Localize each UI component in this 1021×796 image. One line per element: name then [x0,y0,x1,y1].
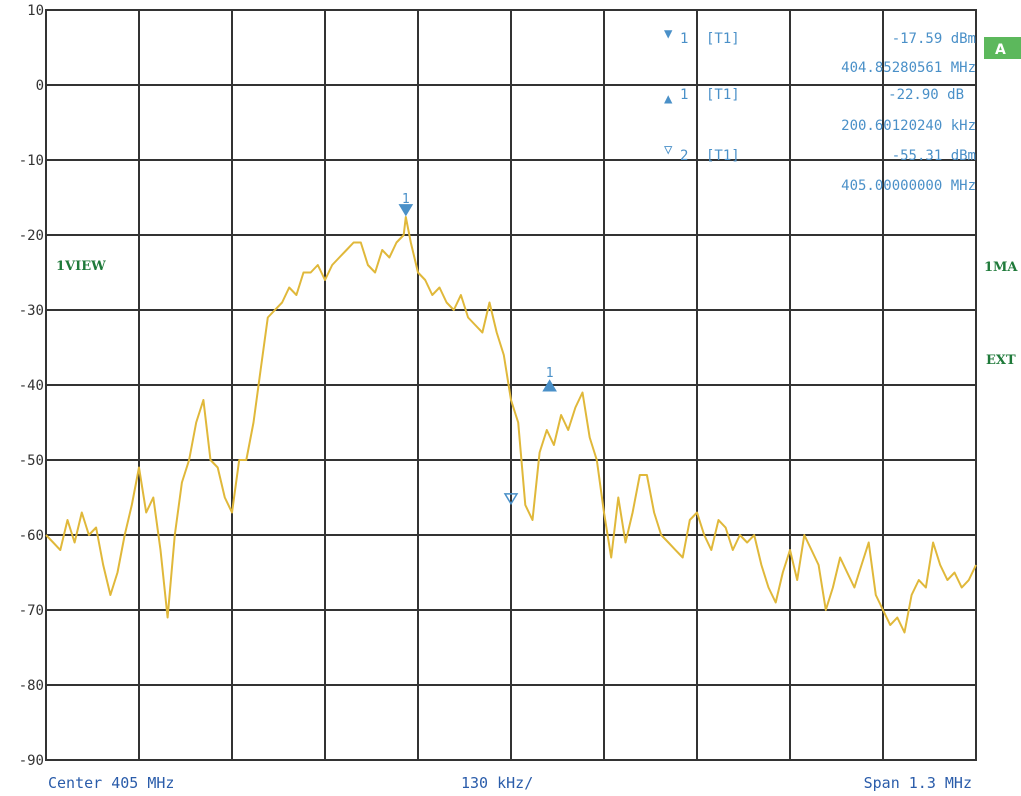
label-a: A [995,42,1006,58]
y-tick-label: -80 [19,678,44,694]
readout-2-freq: 200.60120240 kHz [841,118,976,134]
readout-1-value: -17.59 dBm [892,31,976,47]
label-ext: EXT [986,353,1016,368]
readout-3-value: -55.31 dBm [892,148,976,164]
y-tick-label: 10 [27,3,44,19]
readout-1-trace: [T1] [706,31,740,47]
footer-span: Span 1.3 MHz [864,774,972,792]
marker-label: 1 [546,366,554,381]
footer-per-div: 130 kHz/ [461,774,533,792]
y-tick-label: -70 [19,603,44,619]
readout-3-id: 2 [680,148,688,164]
label-1view: 1VIEW [56,259,106,274]
marker-readout: ▼ 1 [T1] -17.59 dBm 404.85280561 MHz ▲ 1… [664,26,976,194]
marker-1-icon [398,204,414,217]
label-a-box [984,37,1021,59]
y-tick-label: 0 [36,78,44,94]
readout-2-trace: [T1] [706,87,740,103]
y-tick-label: -60 [19,528,44,544]
marker-2-icon [503,493,519,506]
readout-3-freq: 405.00000000 MHz [841,178,976,194]
y-tick-label: -30 [19,303,44,319]
readout-2-value: -22.90 dB [888,87,964,103]
y-tick-label: -50 [19,453,44,469]
marker-label: 1 [402,192,410,207]
y-tick-label: -10 [19,153,44,169]
footer-center: Center 405 MHz [48,774,174,792]
marker-1-icon [542,379,557,392]
readout-2-symbol: ▲ [664,91,673,107]
y-tick-label: -90 [19,753,44,769]
readout-3-trace: [T1] [706,148,740,164]
readout-1-symbol: ▼ [664,26,673,42]
label-1ma: 1MA [984,260,1018,275]
grid [46,10,976,760]
y-tick-label: -20 [19,228,44,244]
readout-3-symbol: ▽ [664,142,673,158]
readout-1-freq: 404.85280561 MHz [841,60,976,76]
y-tick-label: -40 [19,378,44,394]
readout-2-id: 1 [680,87,688,103]
readout-1-id: 1 [680,31,688,47]
trace-line [45,216,977,634]
markers-group: 11 [398,192,557,506]
trace-group [45,216,977,634]
y-axis-ticks: 10 0 -10 -20 -30 -40 -50 -60 -70 -80 -90 [19,3,44,769]
